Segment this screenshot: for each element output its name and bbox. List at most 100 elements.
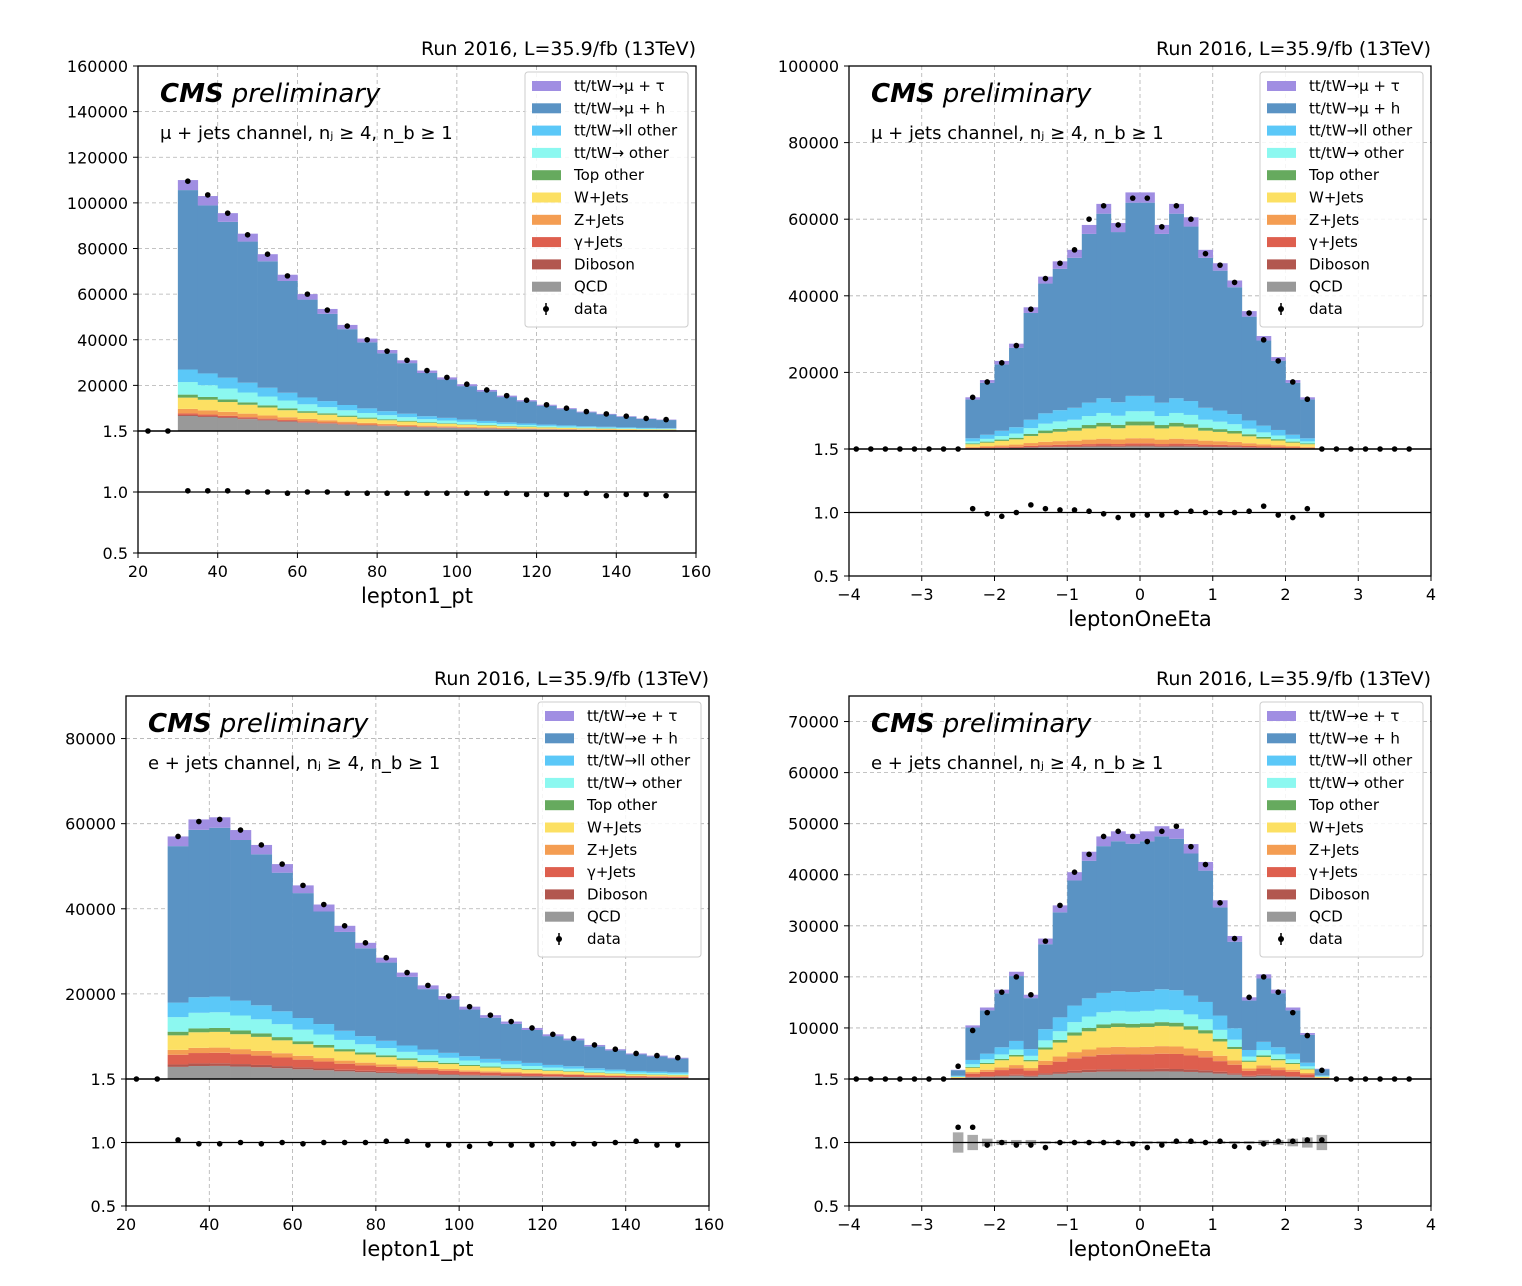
bar-top_other: [1038, 430, 1053, 434]
data-point: [279, 861, 285, 867]
bar-zjets: [217, 411, 238, 416]
ratio-point: [424, 490, 430, 497]
bar-sig_h: [1140, 202, 1155, 396]
ratio-point: [1100, 1139, 1107, 1146]
bar-gjets: [177, 413, 199, 415]
bar-sig_h: [217, 221, 238, 378]
bar-other: [1096, 1012, 1112, 1025]
legend-label: tt/tW→ other: [574, 144, 670, 162]
bar-other: [1183, 414, 1199, 425]
bar-top_other: [1038, 1047, 1053, 1050]
bar-top_other: [1009, 1054, 1024, 1057]
bar-other: [1270, 1054, 1286, 1059]
bar-gjets: [1067, 444, 1083, 447]
data-point: [324, 307, 331, 313]
bar-zjets: [1096, 438, 1112, 444]
bar-other: [1212, 1029, 1228, 1039]
bar-qcd: [377, 426, 398, 431]
ratio-point: [284, 490, 291, 497]
ratio-point: [1260, 503, 1267, 509]
bar-zjets: [417, 425, 438, 427]
bar-gjets: [313, 1061, 335, 1069]
bar-qcd: [217, 417, 238, 431]
legend-label: tt/tW→ other: [587, 774, 683, 792]
legend-swatch: [532, 259, 561, 270]
bar-qcd: [496, 428, 517, 431]
bar-other: [516, 424, 537, 427]
bar-qcd: [1009, 1075, 1024, 1079]
bar-other: [1052, 421, 1068, 429]
data-point: [1028, 991, 1034, 998]
x-tick-label: 1: [1208, 1215, 1218, 1234]
data-point: [284, 273, 291, 279]
bar-top_other: [209, 1027, 231, 1032]
bar-gjets: [1270, 446, 1286, 448]
bar-other: [417, 1055, 439, 1061]
bar-zjets: [456, 426, 478, 428]
bar-zjets: [1154, 439, 1170, 445]
x-tick-label: 0: [1135, 585, 1145, 604]
bar-top_other: [1023, 433, 1039, 436]
bar-sig_h: [438, 999, 460, 1053]
bar-diboson: [1154, 445, 1170, 447]
bar-wjets: [1052, 1042, 1068, 1057]
bar-diboson: [1081, 445, 1097, 447]
bar-wjets: [459, 1065, 481, 1071]
bar-other: [1038, 423, 1053, 431]
y-tick-label: 20000: [65, 985, 116, 1004]
bar-gjets: [396, 1068, 418, 1073]
bar-ll_other: [355, 1036, 377, 1045]
bar-ll_other: [667, 1072, 689, 1074]
y-tick-label: 10000: [788, 1019, 839, 1038]
cms-preliminary: preliminary: [942, 709, 1092, 739]
ratio-point: [1071, 1139, 1078, 1146]
bar-ll_other: [1125, 991, 1141, 1012]
bar-sig_h: [667, 1058, 689, 1073]
bar-wjets: [1212, 431, 1228, 442]
bar-zjets: [1023, 443, 1039, 446]
bar-zjets: [334, 1060, 356, 1064]
channel-label: μ + jets channel, nⱼ ≥ 4, n_b ≥ 1: [160, 123, 453, 144]
bar-qcd: [1140, 446, 1155, 449]
bar-sig_h: [1212, 907, 1228, 1016]
legend-label: γ+Jets: [574, 233, 623, 251]
bar-sig_h: [1270, 993, 1286, 1048]
ratio-point: [1246, 508, 1252, 515]
bar-qcd: [500, 1076, 522, 1079]
bar-sig_h: [1169, 213, 1184, 399]
x-tick-label: 4: [1426, 585, 1436, 604]
bar-top_other: [1052, 1039, 1068, 1043]
bar-wjets: [1169, 1026, 1184, 1047]
legend-label: Diboson: [1309, 885, 1370, 903]
stacked-bars: [965, 192, 1315, 449]
bar-gjets: [257, 418, 278, 420]
ratio-point: [583, 490, 590, 497]
legend-swatch: [545, 844, 574, 855]
bar-top_other: [217, 399, 238, 403]
bar-wjets: [438, 1064, 460, 1070]
bar-zjets: [1154, 1046, 1170, 1054]
bar-sig_h: [636, 418, 657, 428]
data-point: [487, 1012, 494, 1018]
bar-ll_other: [1241, 1049, 1257, 1057]
ratio-point: [570, 1140, 577, 1147]
bar-ll_other: [1212, 410, 1228, 422]
cms-label: CMS preliminary: [160, 79, 381, 109]
legend-label: Diboson: [587, 885, 648, 903]
x-axis-label: leptonOneEta: [1068, 607, 1212, 631]
bar-ll_other: [277, 392, 298, 401]
bar-zjets: [1009, 1065, 1024, 1069]
bar-diboson: [355, 1070, 377, 1073]
bar-wjets: [1183, 1029, 1199, 1049]
bar-qcd: [230, 1066, 252, 1079]
ratio-point: [487, 1140, 494, 1147]
legend-label: tt/tW→μ + h: [1309, 99, 1400, 117]
bar-diboson: [209, 1063, 231, 1066]
data-point: [1188, 216, 1194, 222]
data-point: [1129, 833, 1136, 840]
bar-gjets: [237, 417, 258, 419]
data-point: [341, 923, 348, 929]
bar-other: [616, 428, 637, 429]
bar-wjets: [375, 1057, 397, 1065]
bar-other: [1169, 412, 1184, 423]
